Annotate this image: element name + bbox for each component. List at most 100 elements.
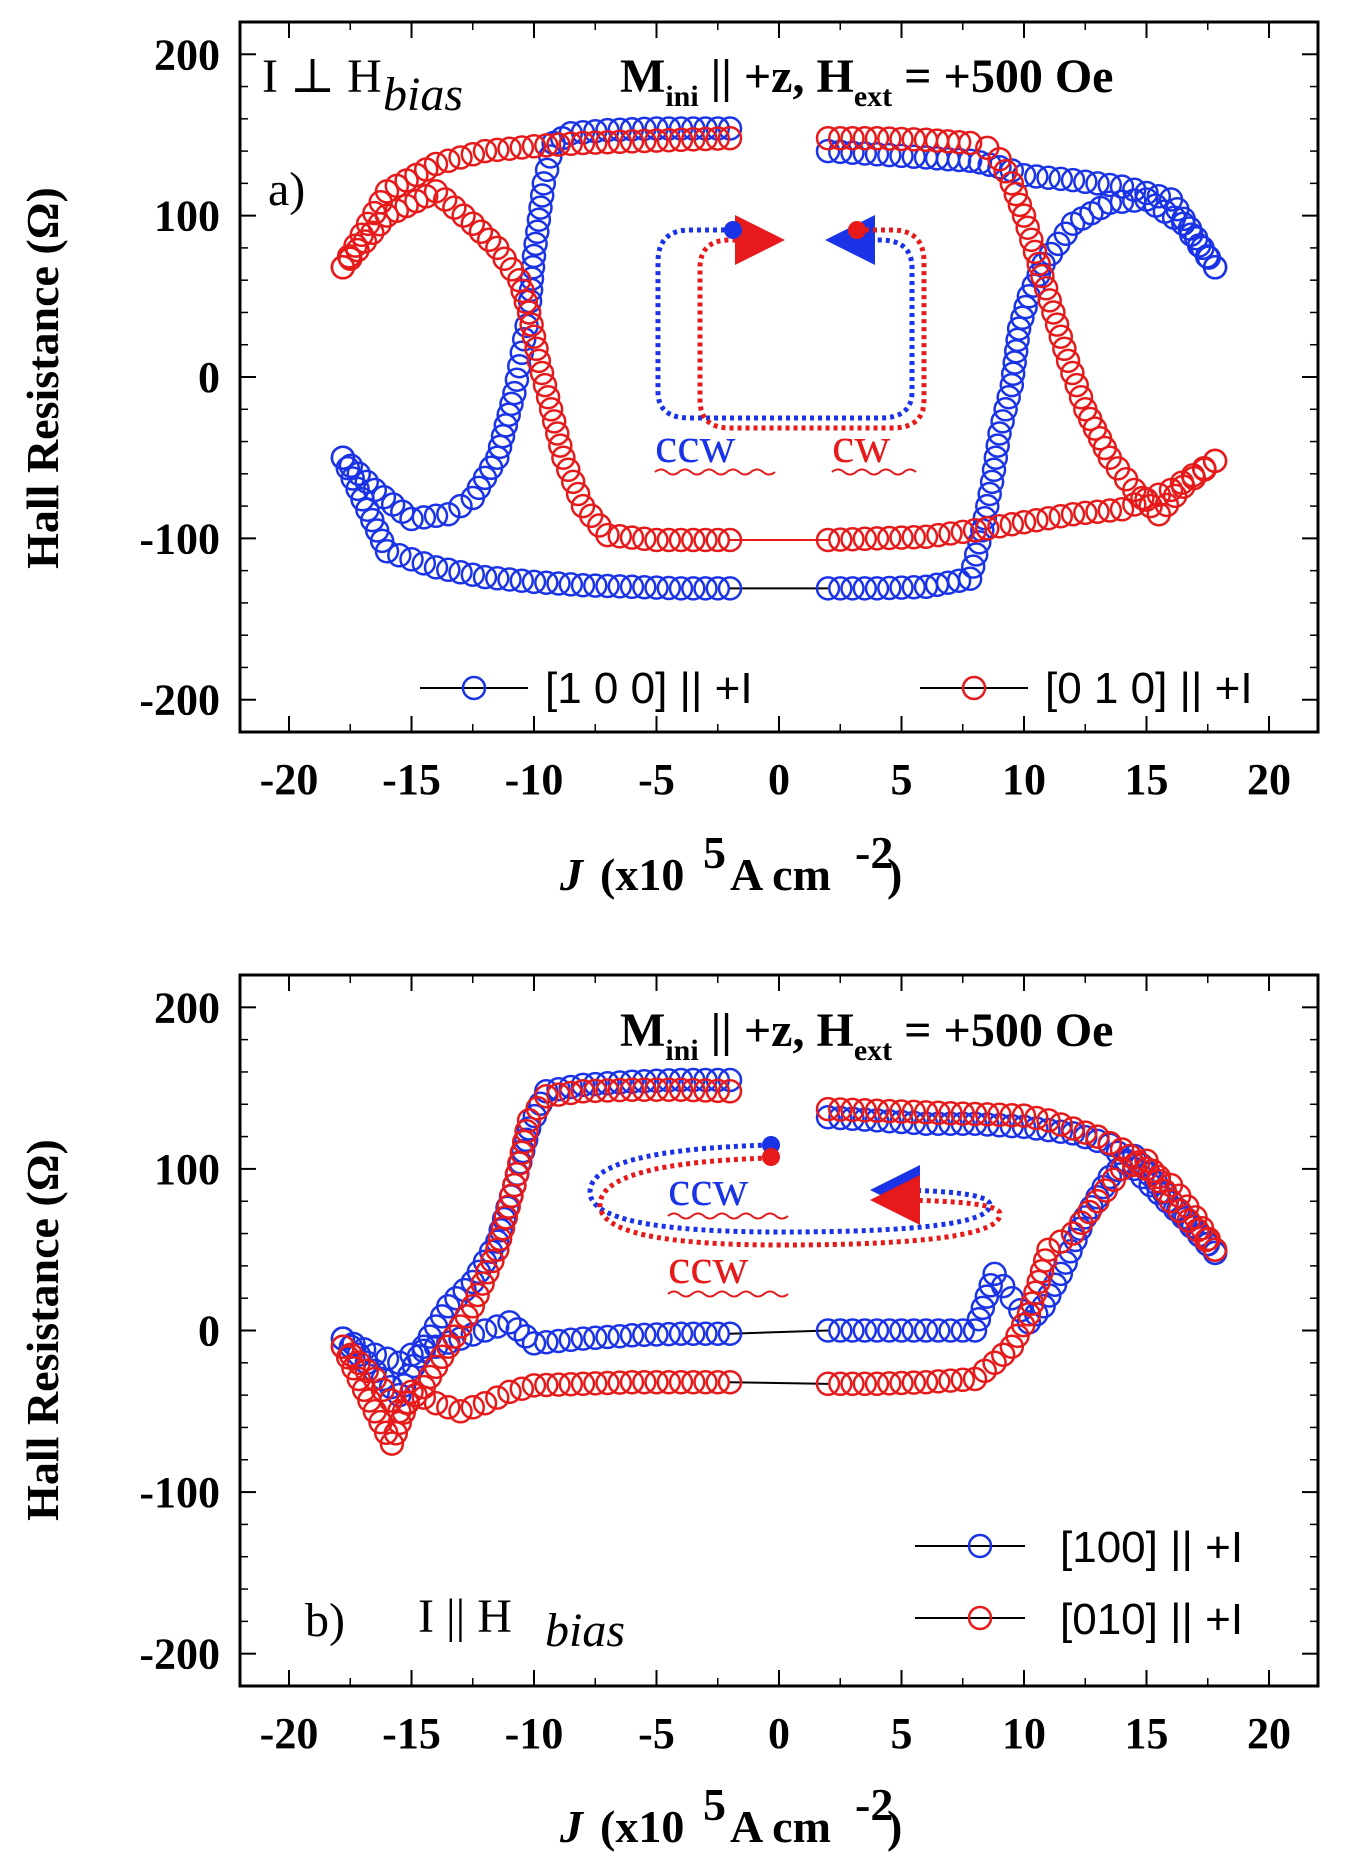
data-point bbox=[534, 157, 560, 183]
data-point bbox=[460, 1294, 486, 1319]
data-point bbox=[583, 1371, 608, 1396]
data-point bbox=[354, 469, 380, 495]
data-point bbox=[570, 1326, 596, 1351]
data-point bbox=[360, 220, 385, 246]
data-point bbox=[1109, 1137, 1135, 1162]
x-ticks-b: -20 -15 -10 -5 0 5 10 15 20 bbox=[260, 975, 1291, 1758]
data-point bbox=[1024, 507, 1049, 533]
svg-text:5: 5 bbox=[703, 1779, 726, 1830]
data-point bbox=[534, 1083, 559, 1109]
data-point bbox=[815, 576, 841, 601]
data-point bbox=[901, 1099, 927, 1125]
data-point bbox=[938, 1100, 963, 1126]
data-point bbox=[840, 526, 865, 552]
data-point bbox=[877, 525, 902, 551]
data-point bbox=[996, 384, 1021, 410]
data-point bbox=[815, 1318, 841, 1343]
data-point bbox=[815, 138, 841, 164]
x-tick-label: -5 bbox=[638, 755, 675, 804]
data-point bbox=[541, 409, 567, 434]
data-point bbox=[583, 1325, 608, 1351]
data-point bbox=[852, 1318, 878, 1343]
data-point bbox=[1154, 492, 1180, 518]
data-point bbox=[1048, 503, 1074, 529]
data-point bbox=[705, 576, 731, 601]
data-point bbox=[472, 138, 498, 164]
data-point bbox=[546, 1328, 571, 1354]
x-tick-label: 5 bbox=[891, 1709, 913, 1758]
data-point bbox=[607, 1323, 633, 1349]
data-point bbox=[1024, 1105, 1049, 1131]
data-point bbox=[465, 1282, 490, 1308]
data-point bbox=[981, 457, 1007, 483]
plot-frame-a bbox=[238, 20, 1320, 734]
data-point bbox=[693, 1321, 718, 1346]
data-point bbox=[668, 1077, 694, 1102]
svg-text:I ⊥ H: I ⊥ H bbox=[262, 50, 382, 103]
svg-text:A cm: A cm bbox=[730, 1801, 831, 1852]
data-point bbox=[901, 524, 927, 550]
data-point bbox=[532, 372, 558, 398]
data-point bbox=[587, 513, 612, 538]
svg-text:-2: -2 bbox=[855, 1779, 893, 1830]
data-point bbox=[497, 1379, 522, 1405]
data-point bbox=[926, 522, 951, 548]
data-point bbox=[1048, 324, 1074, 349]
data-point bbox=[472, 1318, 498, 1343]
data-point bbox=[1026, 1269, 1051, 1295]
ccw-path-a bbox=[655, 215, 915, 421]
data-point bbox=[411, 505, 437, 530]
svg-text:(x10: (x10 bbox=[600, 1801, 684, 1852]
data-point bbox=[975, 1102, 1000, 1127]
data-point bbox=[632, 526, 657, 552]
data-point bbox=[516, 1116, 542, 1141]
data-point bbox=[432, 187, 458, 212]
data-point bbox=[889, 1099, 914, 1124]
data-point bbox=[975, 516, 1000, 541]
data-point bbox=[556, 457, 581, 483]
data-point bbox=[436, 557, 461, 583]
data-point bbox=[346, 1350, 372, 1376]
data-point bbox=[448, 493, 473, 519]
data-point bbox=[546, 571, 571, 596]
data-point bbox=[983, 445, 1009, 470]
data-point bbox=[864, 526, 890, 551]
data-point bbox=[1011, 1103, 1037, 1128]
data-point bbox=[681, 1369, 706, 1395]
data-point bbox=[987, 421, 1012, 446]
data-point bbox=[583, 130, 608, 155]
data-point bbox=[521, 134, 547, 159]
data-point bbox=[693, 1078, 718, 1103]
data-point bbox=[828, 527, 853, 552]
data-point bbox=[889, 525, 914, 550]
svg-text:(x10: (x10 bbox=[600, 849, 684, 900]
data-point bbox=[938, 1368, 963, 1393]
data-point bbox=[889, 143, 914, 169]
data-point bbox=[595, 1370, 620, 1396]
data-point bbox=[1085, 499, 1110, 524]
data-point bbox=[583, 1078, 608, 1104]
data-point bbox=[354, 1358, 380, 1384]
data-point bbox=[476, 227, 502, 253]
data-point bbox=[828, 1105, 853, 1131]
data-point bbox=[516, 1108, 542, 1133]
data-point bbox=[913, 574, 939, 600]
data-point bbox=[411, 551, 437, 576]
data-point bbox=[470, 1271, 495, 1296]
data-point bbox=[619, 129, 645, 154]
data-point bbox=[488, 1218, 513, 1243]
data-point bbox=[852, 125, 878, 151]
data-point bbox=[338, 1342, 364, 1367]
data-point bbox=[330, 1326, 356, 1351]
data-point bbox=[1122, 1152, 1147, 1178]
data-point bbox=[717, 1321, 743, 1346]
data-point bbox=[1048, 1112, 1074, 1137]
svg-text:[010] || +I: [010] || +I bbox=[1060, 1595, 1243, 1644]
x-tick-label: -15 bbox=[382, 1709, 441, 1758]
data-point bbox=[644, 1068, 669, 1094]
series-1 bbox=[330, 1077, 1228, 1456]
data-point bbox=[717, 527, 743, 553]
data-point bbox=[423, 555, 449, 580]
data-point bbox=[1097, 172, 1123, 198]
y-tick-label: 100 bbox=[154, 1145, 220, 1194]
